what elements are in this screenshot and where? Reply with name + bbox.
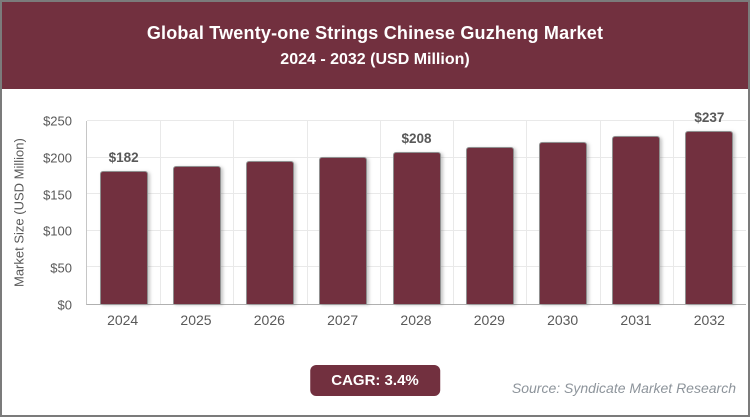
bar-2027: [319, 156, 368, 304]
h-gridline: [87, 120, 746, 121]
v-gridline: [379, 121, 381, 304]
v-gridline: [306, 121, 308, 304]
plot-area: $182 $208 $237: [86, 110, 746, 305]
y-tick-label: $0: [57, 297, 72, 313]
bar-value-label: $208: [401, 130, 432, 146]
v-gridline: [233, 121, 235, 304]
y-tick-label: $100: [43, 223, 72, 239]
source-credit: Source: Syndicate Market Research: [511, 380, 736, 396]
cagr-badge: CAGR: 3.4%: [310, 365, 440, 396]
bar-value-label: $182: [108, 149, 139, 165]
bar-2025: [172, 166, 221, 304]
v-gridline: [453, 121, 455, 304]
bar-2032: [685, 130, 734, 304]
v-gridline: [160, 121, 162, 304]
x-tick-label: 2026: [253, 312, 285, 328]
y-tick-label: $250: [43, 113, 72, 129]
y-tick-label: $50: [50, 260, 72, 276]
v-gridline: [526, 121, 528, 304]
bar-value-label: $237: [694, 109, 725, 125]
bar-2030: [538, 142, 587, 304]
y-tick-label: $200: [43, 150, 72, 166]
v-gridline: [599, 121, 601, 304]
x-tick-label: 2031: [620, 312, 652, 328]
bar-2029: [465, 146, 514, 304]
x-axis-ticks: 2024 2025 2026 2027 2028 2029 2030 2031 2032: [86, 312, 746, 332]
x-tick-label: 2029: [473, 312, 505, 328]
x-tick-label: 2024: [107, 312, 139, 328]
bar-2026: [246, 161, 295, 304]
x-tick-label: 2025: [180, 312, 212, 328]
chart-header: Global Twenty-one Strings Chinese Guzhen…: [2, 2, 748, 89]
y-tick-label: $150: [43, 187, 72, 203]
bar-2028: [392, 151, 441, 304]
x-tick-label: 2027: [327, 312, 359, 328]
x-tick-label: 2032: [693, 312, 725, 328]
x-tick-label: 2030: [547, 312, 579, 328]
chart-title: Global Twenty-one Strings Chinese Guzhen…: [146, 22, 604, 43]
v-gridline: [672, 121, 674, 304]
bar-2031: [612, 136, 661, 304]
x-tick-label: 2028: [400, 312, 432, 328]
chart-subtitle: 2024 - 2032 (USD Million): [280, 50, 470, 68]
bar-2024: [99, 170, 148, 304]
y-axis-ticks: $0 $50 $100 $150 $200 $250: [2, 114, 78, 313]
